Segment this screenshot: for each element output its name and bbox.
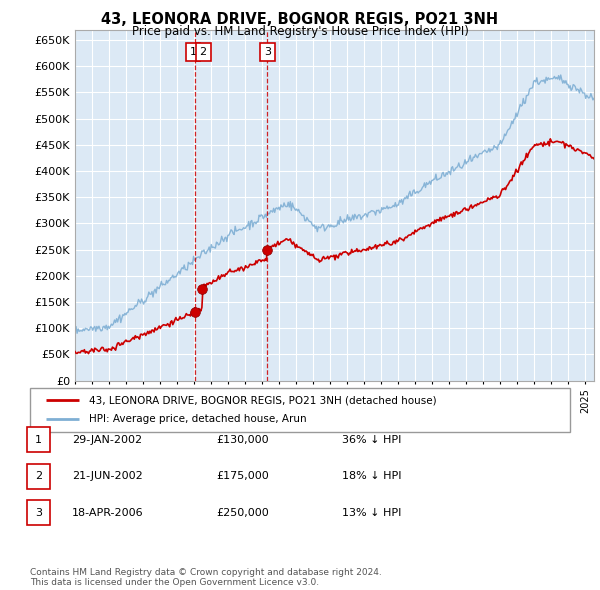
Text: 3: 3 <box>35 508 42 517</box>
Text: £130,000: £130,000 <box>216 435 269 444</box>
Text: HPI: Average price, detached house, Arun: HPI: Average price, detached house, Arun <box>89 415 307 424</box>
Text: 21-JUN-2002: 21-JUN-2002 <box>72 471 143 481</box>
Text: 1: 1 <box>35 435 42 444</box>
Text: 43, LEONORA DRIVE, BOGNOR REGIS, PO21 3NH (detached house): 43, LEONORA DRIVE, BOGNOR REGIS, PO21 3N… <box>89 395 437 405</box>
Text: 43, LEONORA DRIVE, BOGNOR REGIS, PO21 3NH: 43, LEONORA DRIVE, BOGNOR REGIS, PO21 3N… <box>101 12 499 27</box>
Text: 2: 2 <box>200 47 206 57</box>
Text: £250,000: £250,000 <box>216 508 269 517</box>
Text: 2: 2 <box>35 471 42 481</box>
Text: Contains HM Land Registry data © Crown copyright and database right 2024.
This d: Contains HM Land Registry data © Crown c… <box>30 568 382 587</box>
Text: 18% ↓ HPI: 18% ↓ HPI <box>342 471 401 481</box>
Text: 13% ↓ HPI: 13% ↓ HPI <box>342 508 401 517</box>
Text: Price paid vs. HM Land Registry's House Price Index (HPI): Price paid vs. HM Land Registry's House … <box>131 25 469 38</box>
Text: 3: 3 <box>264 47 271 57</box>
Text: 18-APR-2006: 18-APR-2006 <box>72 508 143 517</box>
Text: £175,000: £175,000 <box>216 471 269 481</box>
Text: 29-JAN-2002: 29-JAN-2002 <box>72 435 142 444</box>
Text: 36% ↓ HPI: 36% ↓ HPI <box>342 435 401 444</box>
Text: 1: 1 <box>190 47 196 57</box>
